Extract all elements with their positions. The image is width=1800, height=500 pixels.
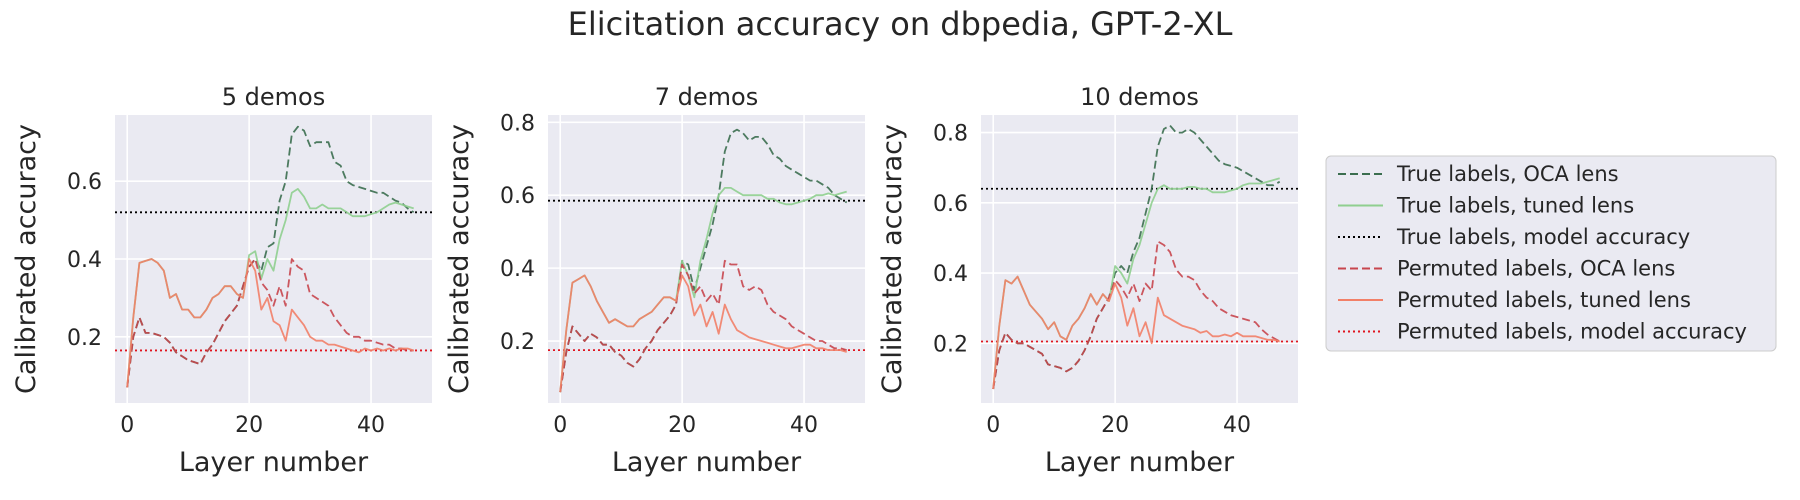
x-tick-label: 0 xyxy=(120,413,134,438)
y-tick-label: 0.8 xyxy=(933,122,968,147)
panel-2: 0 20 40 0.2 0.4 0.6 0.8 7 demos Layer number Cali… xyxy=(444,83,865,478)
x-axis-label: Layer number xyxy=(612,447,802,478)
x-axis-label: Layer number xyxy=(1045,447,1235,478)
y-tick-label: 0.6 xyxy=(67,170,102,195)
legend-label: True labels, model accuracy xyxy=(1396,225,1690,249)
series-group xyxy=(559,128,848,393)
legend-item: Permuted labels, model accuracy xyxy=(1338,320,1747,344)
y-tick-label: 0.8 xyxy=(500,111,535,136)
legend: True labels, OCA lens True labels, tuned … xyxy=(1325,155,1777,352)
x-tick-label: 40 xyxy=(790,413,818,438)
legend-item: True labels, OCA lens xyxy=(1338,162,1619,186)
series-line-perm-oca xyxy=(126,258,414,388)
y-tick-label: 0.2 xyxy=(500,330,535,355)
panel-3: 0 20 40 0.2 0.4 0.6 0.8 10 demos Layer number Cal… xyxy=(877,83,1298,478)
series-group xyxy=(126,125,415,388)
x-tick-label: 20 xyxy=(1101,413,1129,438)
x-tick-label: 0 xyxy=(553,413,567,438)
legend-label: Permuted labels, OCA lens xyxy=(1397,257,1675,281)
legend-label: True labels, tuned lens xyxy=(1396,194,1634,218)
series-line-perm-oca xyxy=(559,259,847,393)
y-axis-label: Calibrated accuracy xyxy=(444,124,475,394)
y-tick-label: 0.4 xyxy=(67,248,102,273)
y-tick-label: 0.4 xyxy=(500,257,535,282)
series-line-perm-tuned xyxy=(559,274,847,393)
x-tick-label: 20 xyxy=(235,413,263,438)
y-tick-label: 0.2 xyxy=(67,326,102,351)
series-line-perm-tuned xyxy=(126,258,414,388)
legend-label: Permuted labels, tuned lens xyxy=(1397,288,1691,312)
x-tick-label: 40 xyxy=(357,413,385,438)
series-line-true-oca xyxy=(559,128,848,393)
legend-item: True labels, tuned lens xyxy=(1338,194,1634,218)
panel-1: 0 20 40 0.2 0.4 0.6 5 demos Layer number Calibra… xyxy=(11,83,432,478)
plot-background xyxy=(981,115,1298,403)
legend-label: Permuted labels, model accuracy xyxy=(1397,320,1747,344)
y-axis-label: Calibrated accuracy xyxy=(11,124,42,394)
panel-title: 10 demos xyxy=(1080,83,1199,111)
y-tick-label: 0.4 xyxy=(933,262,968,287)
y-tick-label: 0.6 xyxy=(933,192,968,217)
y-tick-label: 0.6 xyxy=(500,184,535,209)
x-tick-label: 40 xyxy=(1223,413,1251,438)
y-tick-label: 0.2 xyxy=(933,332,968,357)
panel-title: 5 demos xyxy=(222,83,325,111)
legend-label: True labels, OCA lens xyxy=(1396,162,1619,186)
x-tick-label: 0 xyxy=(986,413,1000,438)
series-line-perm-oca xyxy=(992,240,1281,390)
figure-title: Elicitation accuracy on dbpedia, GPT-2-X… xyxy=(568,5,1233,43)
x-axis-label: Layer number xyxy=(179,447,369,478)
x-tick-label: 20 xyxy=(668,413,696,438)
legend-item: Permuted labels, tuned lens xyxy=(1338,288,1691,312)
plot-background xyxy=(548,115,865,403)
legend-item: True labels, model accuracy xyxy=(1338,225,1690,249)
legend-item: Permuted labels, OCA lens xyxy=(1338,257,1675,281)
legend-box xyxy=(1325,155,1777,352)
panel-title: 7 demos xyxy=(655,83,758,111)
series-group xyxy=(992,124,1281,390)
series-line-perm-tuned xyxy=(992,275,1280,390)
y-axis-label: Calibrated accuracy xyxy=(877,124,908,394)
